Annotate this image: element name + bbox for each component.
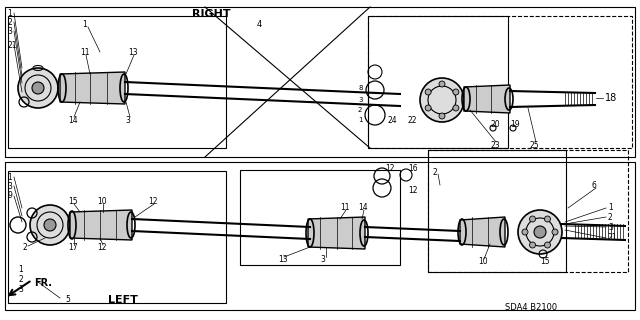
Text: 25: 25 (530, 140, 540, 149)
Bar (368, 16, 632, 148)
Circle shape (534, 226, 546, 238)
Text: 4: 4 (257, 20, 262, 28)
Bar (5, 162, 635, 310)
Polygon shape (70, 210, 132, 240)
Text: 1: 1 (82, 20, 87, 28)
Text: 21: 21 (7, 41, 17, 50)
Text: 16: 16 (408, 164, 418, 172)
Bar (368, 16, 508, 148)
Text: 8: 8 (358, 85, 362, 91)
Polygon shape (308, 217, 365, 249)
Bar (240, 170, 400, 265)
Text: 3: 3 (18, 285, 23, 294)
Circle shape (522, 229, 528, 235)
Text: 2: 2 (432, 167, 436, 177)
Bar (428, 150, 628, 272)
Text: FR.: FR. (34, 278, 52, 288)
Text: 24: 24 (387, 116, 397, 124)
Polygon shape (464, 85, 510, 113)
Text: 2: 2 (7, 18, 12, 27)
Text: 9: 9 (7, 191, 12, 201)
Bar (8, 16, 226, 148)
Text: SDA4 B2100: SDA4 B2100 (505, 302, 557, 311)
Text: 2: 2 (358, 107, 362, 113)
Text: 3: 3 (358, 97, 362, 103)
Text: 14: 14 (68, 116, 77, 124)
Text: RIGHT: RIGHT (192, 9, 230, 19)
Text: 1: 1 (608, 204, 612, 212)
Circle shape (545, 216, 550, 222)
Text: 1: 1 (7, 9, 12, 18)
Polygon shape (460, 217, 505, 247)
Bar (5, 7, 635, 157)
Circle shape (420, 78, 464, 122)
Text: 14: 14 (358, 204, 367, 212)
Text: 1: 1 (358, 117, 362, 123)
Text: 3: 3 (320, 255, 325, 265)
Text: 3: 3 (608, 222, 613, 231)
Circle shape (425, 105, 431, 111)
Text: 13: 13 (278, 255, 287, 265)
Text: 2: 2 (22, 244, 27, 252)
Text: 3: 3 (7, 181, 12, 190)
Polygon shape (60, 72, 125, 104)
Text: 1: 1 (18, 266, 23, 275)
Circle shape (44, 219, 56, 231)
Text: 19: 19 (510, 119, 520, 129)
Text: 15: 15 (540, 258, 550, 267)
Text: 10: 10 (478, 258, 488, 267)
Text: LEFT: LEFT (108, 295, 138, 305)
Text: 21: 21 (608, 234, 618, 243)
Circle shape (18, 68, 58, 108)
Circle shape (518, 210, 562, 254)
Text: 13: 13 (128, 47, 138, 57)
Text: 22: 22 (407, 116, 417, 124)
Text: 12: 12 (385, 164, 394, 172)
Text: 20: 20 (490, 119, 500, 129)
Circle shape (439, 81, 445, 87)
Text: 10: 10 (97, 197, 107, 206)
Circle shape (453, 105, 459, 111)
Bar (428, 150, 566, 272)
Text: 12: 12 (97, 244, 106, 252)
Text: 23: 23 (490, 140, 500, 149)
Circle shape (545, 242, 550, 248)
Circle shape (529, 216, 536, 222)
Text: 12: 12 (408, 186, 417, 195)
Circle shape (425, 89, 431, 95)
Text: 5: 5 (65, 295, 70, 305)
Text: 18: 18 (605, 93, 617, 103)
Text: 6: 6 (592, 180, 597, 189)
Circle shape (439, 113, 445, 119)
Text: 11: 11 (340, 204, 349, 212)
Text: 3: 3 (125, 116, 130, 124)
Circle shape (453, 89, 459, 95)
Circle shape (30, 205, 70, 245)
Text: 1: 1 (7, 172, 12, 181)
Text: 11: 11 (80, 47, 90, 57)
Text: 12: 12 (148, 197, 157, 206)
Bar (8, 171, 226, 303)
Circle shape (529, 242, 536, 248)
Text: 2: 2 (608, 212, 612, 221)
Text: 2: 2 (18, 276, 23, 284)
Text: 17: 17 (68, 244, 77, 252)
Text: 3: 3 (7, 27, 12, 36)
Circle shape (32, 82, 44, 94)
Text: 15: 15 (68, 197, 77, 206)
Circle shape (552, 229, 558, 235)
